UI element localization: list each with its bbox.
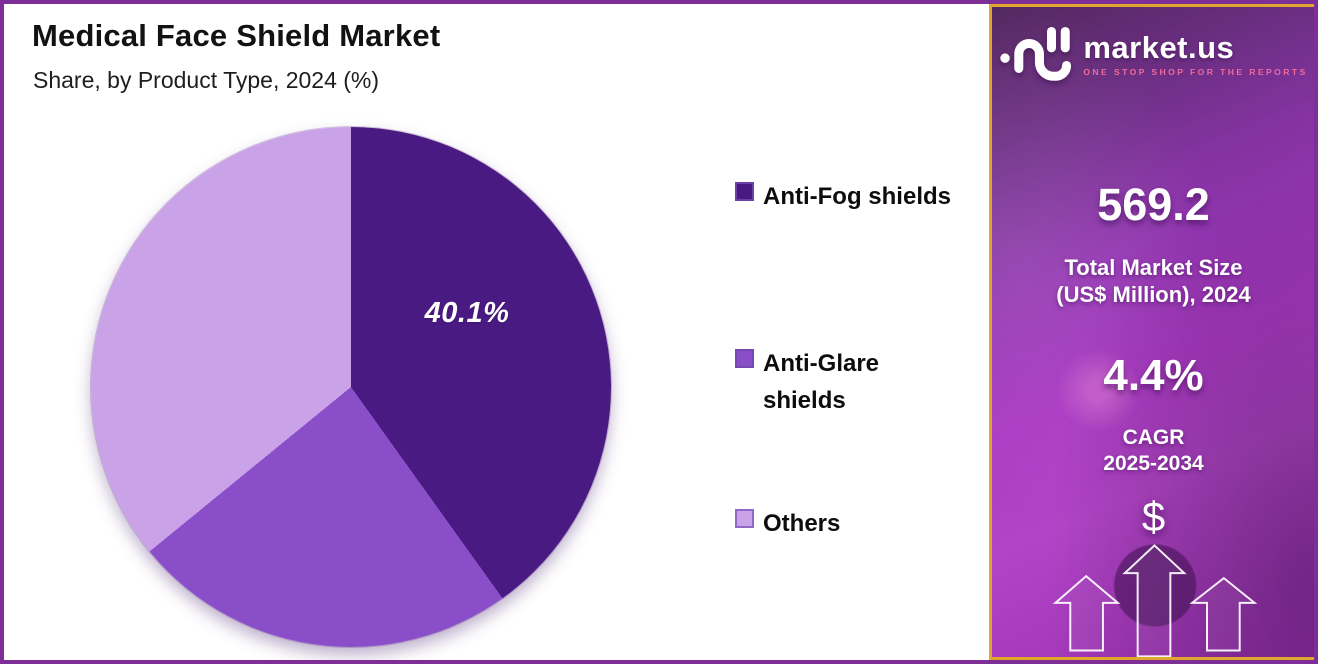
- cagr-value: 4.4%: [1103, 351, 1204, 400]
- legend-item-anti-glare: Anti-Glare shields: [735, 345, 908, 419]
- brand-promo-panel: market.us ONE STOP SHOP FOR THE REPORTS …: [989, 4, 1314, 660]
- brand-name: market.us: [1083, 29, 1235, 65]
- legend-label: Anti-Fog shields: [763, 183, 951, 210]
- market-size-value: 569.2: [1097, 179, 1210, 230]
- market-size-label: Total Market Size (US$ Million), 2024: [992, 254, 1314, 308]
- legend-label: Anti-Glare shields: [763, 350, 880, 415]
- growth-arrows-icon: [1052, 544, 1258, 657]
- legend-marker-others: [735, 509, 754, 528]
- chart-title: Medical Face Shield Market: [32, 18, 441, 53]
- market-size-label-line2: (US$ Million), 2024: [1056, 282, 1251, 308]
- legend-marker-anti-glare: [735, 349, 754, 368]
- legend-marker-anti-fog: [735, 182, 754, 201]
- chart-subtitle: Share, by Product Type, 2024 (%): [33, 67, 380, 93]
- market-us-logo-icon: [1000, 26, 1072, 81]
- pie-slice-data-label: 40.1%: [424, 297, 510, 329]
- legend-item-anti-fog: Anti-Fog shields: [735, 178, 951, 215]
- cagr-label-line1: CAGR: [1122, 426, 1185, 449]
- brand-tagline: ONE STOP SHOP FOR THE REPORTS: [1083, 66, 1308, 77]
- legend-item-others: Others: [735, 505, 840, 542]
- pie-chart: [91, 127, 611, 647]
- brand-logo: market.us ONE STOP SHOP FOR THE REPORTS: [992, 23, 1314, 83]
- cagr-label: CAGR 2025-2034: [992, 425, 1314, 478]
- market-size-label-line1: Total Market Size: [1064, 255, 1243, 280]
- legend-label: Others: [763, 510, 841, 537]
- dollar-icon: $: [1141, 493, 1166, 540]
- cagr-label-line2: 2025-2034: [1103, 452, 1204, 476]
